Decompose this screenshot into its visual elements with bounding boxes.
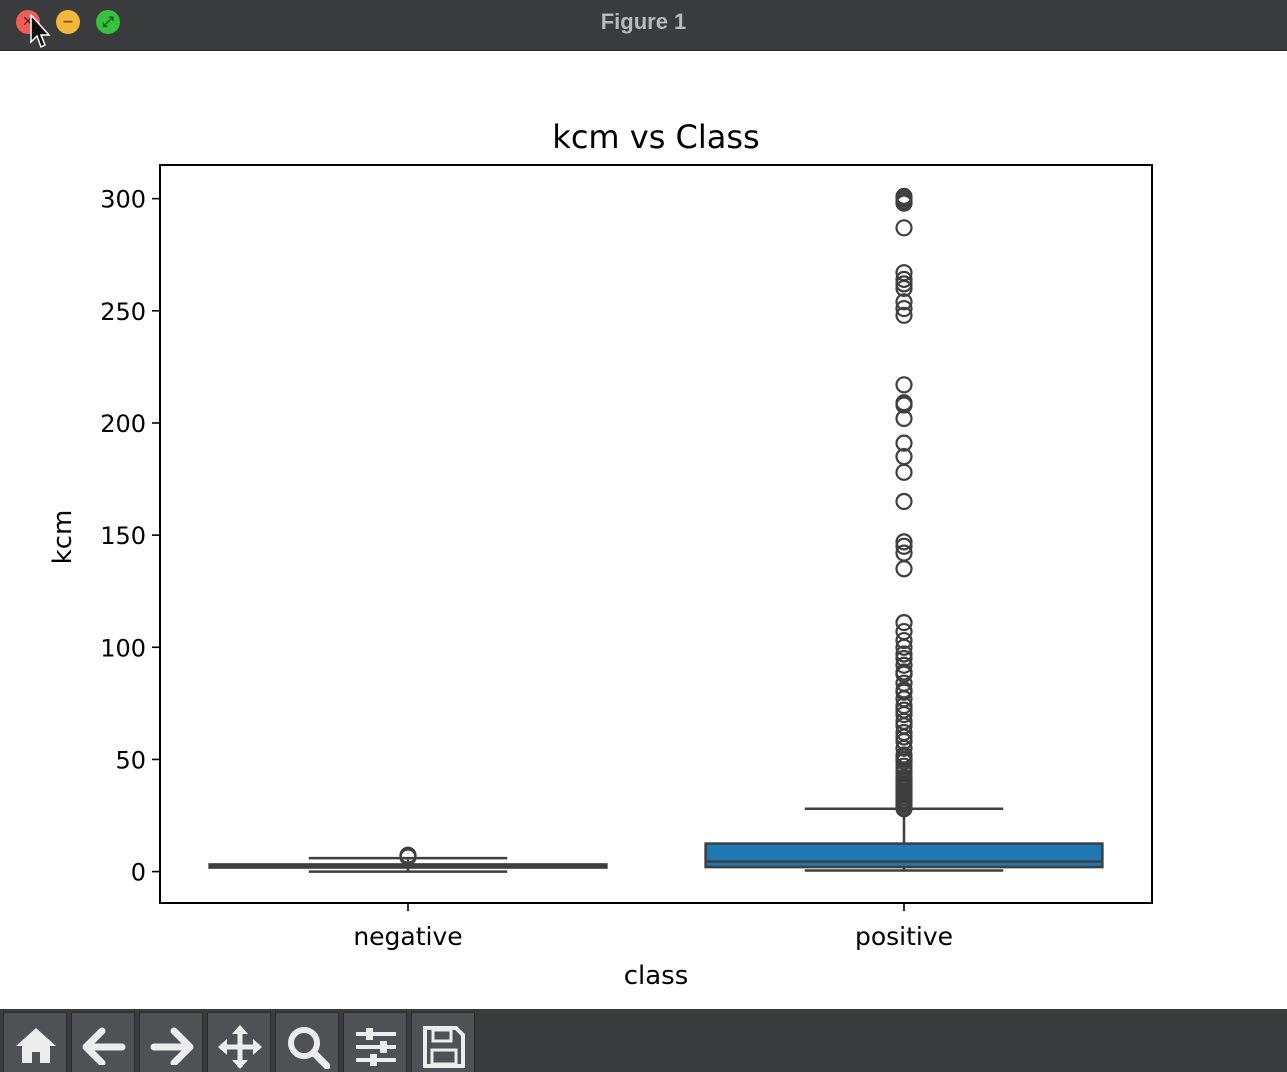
minimize-icon: − — [62, 14, 74, 30]
sliders-icon — [356, 1028, 396, 1066]
home-button[interactable] — [3, 1012, 67, 1072]
outlier-point — [895, 270, 913, 289]
back-button[interactable] — [71, 1012, 135, 1072]
close-icon: ✕ — [22, 14, 34, 30]
box-positive — [704, 842, 1104, 869]
outlier-point — [895, 299, 913, 318]
outlier-point — [895, 275, 913, 293]
outlier-point — [895, 219, 913, 237]
maximize-button[interactable]: ⤢ — [96, 10, 120, 34]
arrow-right-icon — [150, 1027, 194, 1065]
outlier-point — [895, 560, 913, 578]
chart-title: kcm vs Class — [552, 118, 759, 156]
x-axis-label: class — [624, 961, 689, 991]
y-axis-label: kcm — [48, 510, 78, 565]
navigation-toolbar — [0, 1009, 1287, 1072]
outlier-point — [895, 723, 913, 742]
outlier-point — [895, 663, 913, 681]
y-tick-label: 100 — [100, 634, 146, 662]
outlier-point — [895, 448, 913, 466]
move-icon — [218, 1025, 262, 1069]
outlier-point — [895, 757, 913, 775]
y-tick-label: 200 — [100, 410, 146, 438]
outlier-point — [895, 544, 913, 562]
mouse-cursor-icon — [30, 14, 51, 49]
outlier-point — [895, 701, 913, 719]
pan-button[interactable] — [207, 1012, 271, 1072]
outlier-point — [895, 614, 913, 632]
arrow-left-icon — [82, 1027, 126, 1065]
x-tick-label: negative — [353, 922, 462, 951]
outlier-point — [895, 533, 913, 551]
outlier-point — [895, 746, 913, 764]
outlier-point — [895, 434, 913, 452]
configure-subplots-button[interactable] — [343, 1012, 407, 1072]
x-tick-label: positive — [855, 922, 953, 951]
boxplot-chart: 0 50 100 150 200 250 300 negative positive kcm v… — [48, 118, 1153, 991]
forward-button[interactable] — [139, 1012, 203, 1072]
outlier-point — [895, 537, 913, 555]
y-tick-label: 0 — [131, 859, 146, 887]
save-button[interactable] — [411, 1012, 475, 1072]
minimize-button[interactable]: − — [56, 10, 80, 34]
outlier-point — [895, 674, 913, 692]
magnifier-icon — [288, 1027, 330, 1069]
home-icon — [16, 1028, 56, 1063]
outlier-point — [895, 264, 913, 282]
outlier-point — [895, 622, 913, 641]
outlier-point — [399, 846, 417, 864]
y-tick-label: 150 — [100, 522, 146, 550]
outlier-point — [895, 306, 913, 324]
outlier-point — [895, 492, 913, 511]
figure-canvas: 0 50 100 150 200 250 300 negative positive kcm v… — [0, 51, 1287, 1009]
window-titlebar: ✕ − ⤢ Figure 1 — [0, 0, 1287, 51]
outlier-point — [895, 376, 913, 394]
outlier-point — [895, 631, 913, 650]
outlier-point — [895, 645, 913, 663]
y-tick-label: 300 — [100, 186, 146, 214]
outlier-point — [895, 649, 913, 668]
outlier-point — [895, 394, 913, 412]
zoom-button[interactable] — [275, 1012, 339, 1072]
axes-frame — [159, 164, 1153, 904]
outlier-point — [895, 187, 913, 206]
y-tick-label: 250 — [100, 298, 146, 326]
maximize-icon: ⤢ — [102, 14, 114, 30]
outlier-point — [895, 656, 913, 674]
outlier-point — [895, 463, 913, 481]
y-tick-label: 50 — [115, 746, 146, 774]
floppy-disk-icon — [423, 1026, 465, 1068]
window-title: Figure 1 — [600, 9, 687, 34]
outlier-point — [895, 293, 913, 311]
